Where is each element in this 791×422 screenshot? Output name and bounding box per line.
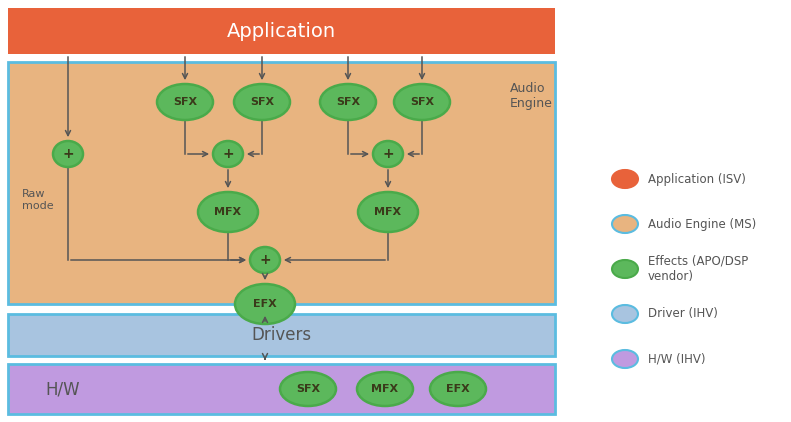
Text: +: + xyxy=(382,147,394,161)
Text: +: + xyxy=(222,147,234,161)
Ellipse shape xyxy=(612,215,638,233)
Ellipse shape xyxy=(320,84,376,120)
Ellipse shape xyxy=(612,305,638,323)
Text: MFX: MFX xyxy=(374,207,402,217)
Text: SFX: SFX xyxy=(336,97,360,107)
Text: SFX: SFX xyxy=(250,97,274,107)
Text: Driver (IHV): Driver (IHV) xyxy=(648,308,718,320)
Text: Raw
mode: Raw mode xyxy=(22,189,54,211)
Text: MFX: MFX xyxy=(214,207,241,217)
Text: Audio
Engine: Audio Engine xyxy=(510,82,553,110)
Ellipse shape xyxy=(53,141,83,167)
Text: Application (ISV): Application (ISV) xyxy=(648,173,746,186)
Text: SFX: SFX xyxy=(296,384,320,394)
Text: H/W (IHV): H/W (IHV) xyxy=(648,352,706,365)
Ellipse shape xyxy=(612,350,638,368)
Text: H/W: H/W xyxy=(46,380,81,398)
Ellipse shape xyxy=(235,284,295,324)
Text: +: + xyxy=(259,253,271,267)
Ellipse shape xyxy=(157,84,213,120)
Ellipse shape xyxy=(234,84,290,120)
Ellipse shape xyxy=(373,141,403,167)
Ellipse shape xyxy=(612,170,638,188)
Ellipse shape xyxy=(198,192,258,232)
FancyBboxPatch shape xyxy=(8,8,555,54)
Text: EFX: EFX xyxy=(446,384,470,394)
Ellipse shape xyxy=(280,372,336,406)
Text: Drivers: Drivers xyxy=(252,326,312,344)
Ellipse shape xyxy=(394,84,450,120)
Text: Effects (APO/DSP
vendor): Effects (APO/DSP vendor) xyxy=(648,255,748,283)
Text: MFX: MFX xyxy=(372,384,399,394)
Text: SFX: SFX xyxy=(173,97,197,107)
Text: Audio Engine (MS): Audio Engine (MS) xyxy=(648,217,756,230)
Text: +: + xyxy=(62,147,74,161)
Ellipse shape xyxy=(213,141,243,167)
Ellipse shape xyxy=(612,260,638,278)
Ellipse shape xyxy=(358,192,418,232)
FancyBboxPatch shape xyxy=(8,62,555,304)
FancyBboxPatch shape xyxy=(8,314,555,356)
Ellipse shape xyxy=(250,247,280,273)
Text: SFX: SFX xyxy=(410,97,434,107)
Text: Application: Application xyxy=(227,22,336,41)
Ellipse shape xyxy=(430,372,486,406)
Text: EFX: EFX xyxy=(253,299,277,309)
Ellipse shape xyxy=(357,372,413,406)
FancyBboxPatch shape xyxy=(8,364,555,414)
